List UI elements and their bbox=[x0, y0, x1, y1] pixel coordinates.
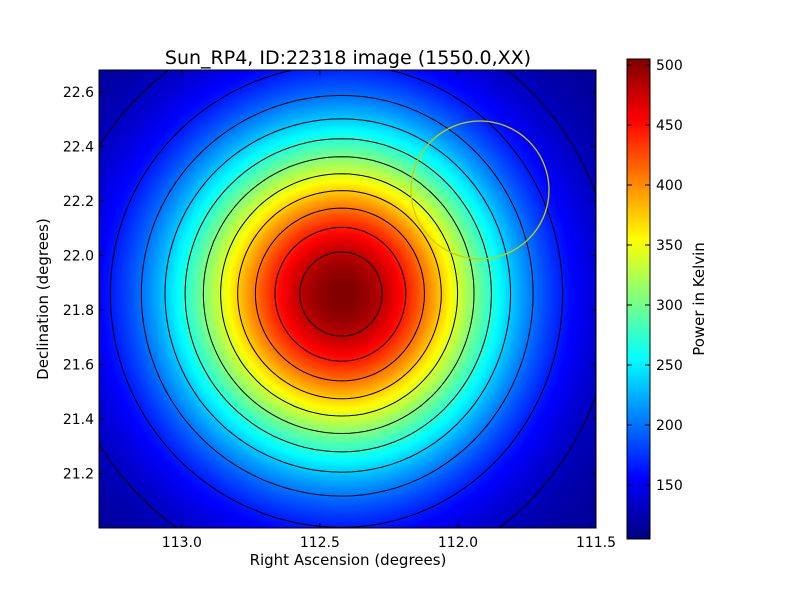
contour-line bbox=[202, 156, 475, 435]
contour-line bbox=[237, 190, 442, 400]
contour-line bbox=[254, 207, 425, 382]
y-tick-label: 21.8 bbox=[63, 303, 94, 319]
x-tick-label: 112.5 bbox=[300, 535, 340, 551]
colorbar-frame bbox=[626, 58, 651, 540]
y-tick-label: 22.4 bbox=[63, 139, 94, 155]
colorbar-tick-label: 300 bbox=[656, 298, 683, 314]
colorbar-axis: 150 200 250 300 350 400 450 500 bbox=[627, 58, 683, 494]
contour-line bbox=[164, 118, 512, 473]
colorbar-tick-label: 150 bbox=[656, 478, 683, 494]
x-tick-label: 113.0 bbox=[162, 535, 202, 551]
contour-line bbox=[184, 138, 492, 453]
colorbar-tick-label: 200 bbox=[656, 418, 683, 434]
y-axis: 21.2 21.4 21.6 21.8 22.0 22.2 22.4 22.6 bbox=[63, 85, 596, 482]
colorbar-tick-label: 450 bbox=[656, 118, 683, 134]
contour-line bbox=[220, 173, 459, 417]
chart-title: Sun_RP4, ID:22318 image (1550.0,XX) bbox=[165, 47, 531, 69]
colorbar-tick-label: 350 bbox=[656, 238, 683, 254]
colorbar-tick-label: 500 bbox=[656, 58, 683, 74]
contour-lines bbox=[99, 70, 596, 528]
y-tick-label: 21.4 bbox=[63, 412, 94, 428]
y-tick-label: 22.6 bbox=[63, 85, 94, 101]
y-tick-label: 22.0 bbox=[63, 248, 94, 264]
contour-line bbox=[109, 70, 564, 528]
y-tick-label: 21.6 bbox=[63, 357, 94, 373]
colorbar-tick-label: 400 bbox=[656, 178, 683, 194]
y-tick-label: 21.2 bbox=[63, 466, 94, 482]
contour-line bbox=[274, 226, 407, 362]
colorbar bbox=[627, 59, 650, 539]
colorbar-tick-label: 250 bbox=[656, 358, 683, 374]
y-tick-label: 22.2 bbox=[63, 194, 94, 210]
contour-line bbox=[299, 251, 383, 337]
y-axis-label: Declination (degrees) bbox=[34, 218, 52, 380]
x-tick-label: 111.5 bbox=[576, 535, 616, 551]
plot-frame bbox=[98, 69, 597, 529]
x-tick-label: 112.0 bbox=[438, 535, 478, 551]
contour-line bbox=[140, 94, 534, 497]
marker-circle bbox=[410, 120, 550, 260]
x-axis-label: Right Ascension (degrees) bbox=[250, 551, 447, 569]
colorbar-label: Power in Kelvin bbox=[690, 242, 708, 356]
x-axis: 113.0 112.5 112.0 111.5 bbox=[162, 70, 616, 551]
